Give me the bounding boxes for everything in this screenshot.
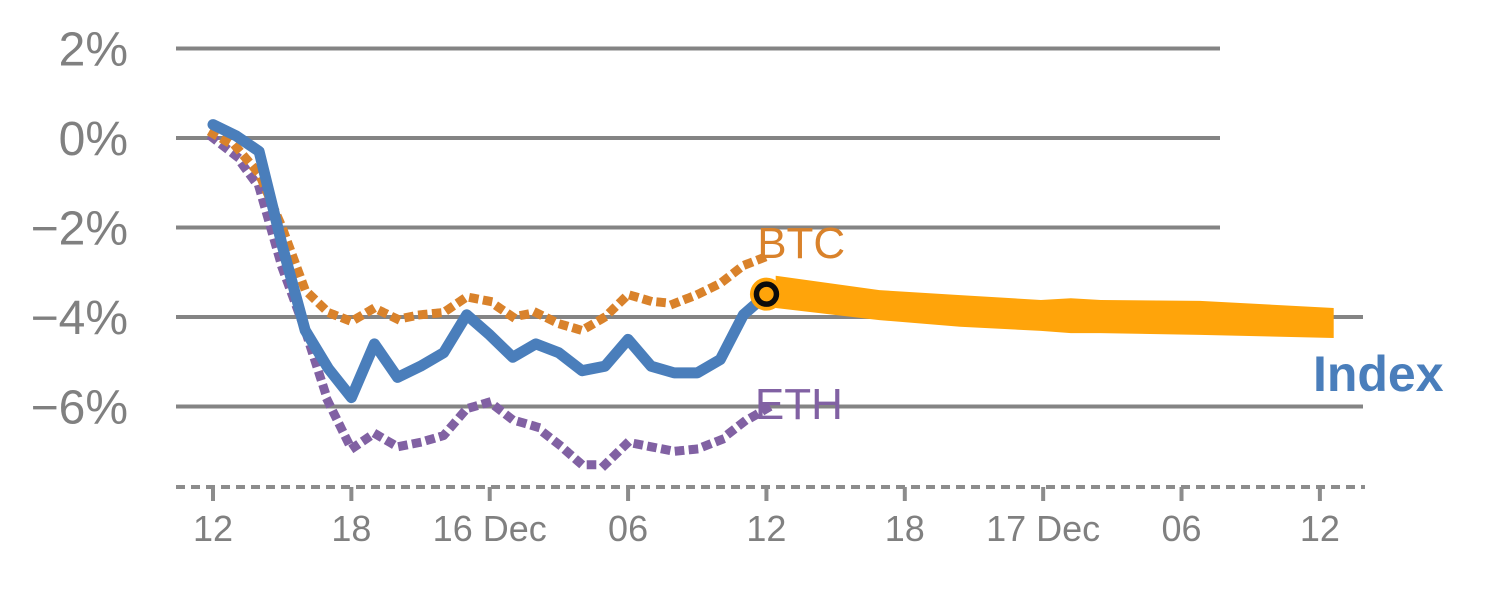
current-value-marker-ring (753, 281, 780, 307)
index-line (207, 119, 772, 404)
x-tick-label: 18 (331, 508, 371, 549)
x-tick-label: 06 (608, 508, 648, 549)
x-tick-label: 12 (746, 508, 786, 549)
x-tick-label: 16 Dec (433, 508, 547, 549)
index-label: Index (1313, 346, 1444, 402)
x-tick-label: 18 (885, 508, 925, 549)
y-tick-label: 0% (59, 113, 128, 166)
y-tick-label: −2% (31, 203, 128, 256)
y-tick-label: −4% (31, 292, 128, 345)
x-tick-label: 06 (1161, 508, 1201, 549)
btc-label: BTC (757, 219, 845, 268)
y-tick-label: −6% (31, 382, 128, 435)
eth-dotted-line (206, 131, 773, 470)
btc-dotted-line (206, 127, 773, 335)
eth-label: ETH (755, 380, 843, 429)
x-tick-label: 17 Dec (986, 508, 1100, 549)
x-tick-label: 12 (193, 508, 233, 549)
index-projection-band (775, 275, 1334, 338)
y-tick-label: 2% (59, 24, 128, 77)
x-tick-label: 12 (1300, 508, 1340, 549)
